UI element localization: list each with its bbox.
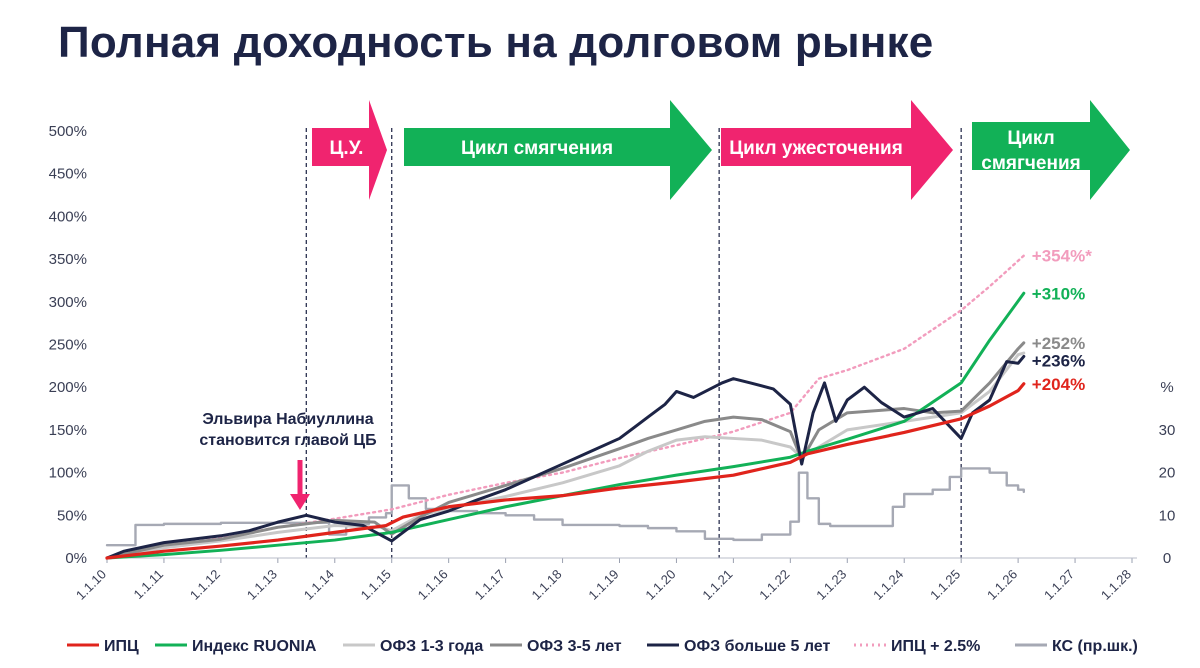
x-tick-label: 1.1.24 <box>870 567 906 603</box>
page-title: Полная доходность на долговом рынке <box>58 18 934 67</box>
x-tick-label: 1.1.15 <box>358 567 394 603</box>
x-tick-label: 1.1.12 <box>187 567 223 603</box>
y-tick-label: 250% <box>49 337 87 354</box>
y-right-tick-label: 20 <box>1159 465 1176 482</box>
series-line-5 <box>105 354 1026 560</box>
y-tick-label: 450% <box>49 166 87 183</box>
x-tick-label: 1.1.20 <box>642 567 678 603</box>
series-line-2 <box>105 291 1026 560</box>
y-right-tick-label: 10 <box>1159 507 1176 524</box>
y-tick-label: 350% <box>49 251 87 268</box>
legend-label-1: ИПЦ <box>104 638 139 655</box>
phase-arrows: Ц.У. Цикл смягчения Цикл ужесточения Цикл см… <box>312 100 1130 200</box>
y-right-axis-label: % <box>1160 379 1173 396</box>
x-tick-label: 1.1.21 <box>699 567 735 603</box>
y-tick-label: 0% <box>65 550 87 567</box>
y-tick-label: 100% <box>49 465 87 482</box>
series-end-label: +354%* <box>1032 247 1092 266</box>
y-tick-label: 300% <box>49 294 87 311</box>
series-end-labels: +354%* +252% +310% +236% +204% <box>1032 247 1092 394</box>
series-end-label: +236% <box>1032 351 1085 370</box>
x-tick-label: 1.1.17 <box>472 567 508 603</box>
y-tick-label: 400% <box>49 208 87 225</box>
cycle-dividers <box>305 128 962 558</box>
legend-label-5: ОФЗ больше 5 лет <box>684 638 830 655</box>
y-tick-label: 50% <box>57 507 87 524</box>
phase-arrow-4 <box>972 100 1130 200</box>
phase-arrow-3 <box>721 100 953 200</box>
y-tick-label: 500% <box>49 123 87 140</box>
series-line-1 <box>105 382 1026 560</box>
series-end-label: +204% <box>1032 375 1085 394</box>
y-tick-label: 200% <box>49 379 87 396</box>
x-tick-label: 1.1.23 <box>813 567 849 603</box>
x-tick-label: 1.1.16 <box>415 567 451 603</box>
x-tick-label: 1.1.10 <box>73 567 109 603</box>
series-end-label: +252% <box>1032 334 1085 353</box>
legend-label-6: ИПЦ + 2.5% <box>891 638 980 655</box>
series-end-label: +310% <box>1032 284 1085 303</box>
phase-arrow-2 <box>404 100 712 200</box>
x-tick-label: 1.1.19 <box>585 567 621 603</box>
x-tick-label: 1.1.22 <box>756 567 792 603</box>
phase-arrow-1 <box>312 100 387 200</box>
phase-label-3: Цикл ужесточения <box>729 138 903 159</box>
annotation-line-2: становится главой ЦБ <box>199 432 376 449</box>
y-right-tick-label: 30 <box>1159 422 1176 439</box>
phase-label-4-cont: смягчения <box>981 153 1080 174</box>
x-tick-label: 1.1.26 <box>984 567 1020 603</box>
legend-label-2: Индекс RUONIA <box>192 638 317 655</box>
x-tick-label: 1.1.11 <box>131 567 166 602</box>
legend-label-4: ОФЗ 3-5 лет <box>527 638 622 655</box>
x-tick-label: 1.1.18 <box>529 567 565 603</box>
phase-label-2: Цикл смягчения <box>461 138 613 159</box>
x-tick-label: 1.1.13 <box>244 567 280 603</box>
phase-label-4: Цикл <box>1007 128 1054 149</box>
annotation: Эльвира Набиуллина становится главой ЦБ <box>199 411 377 510</box>
legend: ИПЦ Индекс RUONIA ОФЗ 1-3 года ОФЗ 3-5 лет О… <box>67 638 1138 655</box>
x-tick-label: 1.1.28 <box>1098 567 1134 603</box>
series-lines <box>105 254 1026 560</box>
y-right-tick-label: 0 <box>1163 550 1171 567</box>
legend-label-7: КС (пр.шк.) <box>1052 638 1138 655</box>
legend-label-3: ОФЗ 1-3 года <box>380 638 483 655</box>
annotation-line-1: Эльвира Набиуллина <box>202 411 373 428</box>
x-tick-label: 1.1.25 <box>927 567 963 603</box>
y-tick-label: 150% <box>49 422 87 439</box>
x-tick-label: 1.1.14 <box>301 567 337 603</box>
series-line-3 <box>105 351 1026 560</box>
phase-label-1: Ц.У. <box>330 138 364 159</box>
x-tick-label: 1.1.27 <box>1041 567 1077 603</box>
annotation-arrow-head <box>290 494 310 510</box>
